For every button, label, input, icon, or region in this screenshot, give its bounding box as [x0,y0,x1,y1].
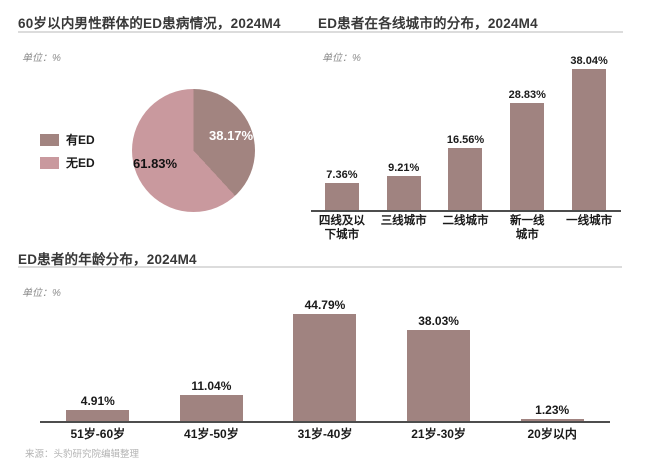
bar [510,102,545,210]
bar-value-label: 16.56% [446,134,485,147]
bar [386,175,421,210]
bar [572,68,607,210]
bar-column: 11.04% [155,298,269,422]
pie-chart [132,89,255,212]
pie-chart-title: 60岁以内男性群体的ED患病情况，2024M4 [18,16,281,31]
legend-swatch-light [40,156,59,169]
age-bar-chart: 4.91% 11.04% 44.79% 38.03% 1.23% [41,298,609,422]
bar-value-label: 44.79% [304,298,346,312]
bar [407,329,471,422]
bar-column: 16.56% [435,53,497,210]
bar-value-label: 1.23% [535,403,570,417]
age-chart-x-axis [40,421,610,423]
bar [520,419,584,422]
pie-slice-value-has-ed: 38.17% [209,128,254,143]
bar-value-label: 7.36% [326,168,358,181]
title-divider [18,266,622,268]
x-tick-label: 三线城市 [380,215,427,227]
bar-column: 9.21% [373,53,435,210]
unit-label-city: 单位：% [322,53,361,64]
bar-value-label: 28.83% [508,88,546,101]
pie-slice-value-no-ed: 61.83% [133,156,178,171]
city-bar-chart: 7.36% 9.21% 16.56% 28.83% 38.04% [311,53,620,210]
bar-column: 44.79% [268,298,382,422]
source-note: 来源：头豹研究院编辑整理 [25,449,140,460]
x-tick-label: 一线城市 [566,215,613,227]
bar [66,410,130,422]
pie-legend: 有ED 无ED [40,131,95,171]
bar-column: 28.83% [496,53,558,210]
unit-label-age: 单位：% [22,288,61,299]
legend-swatch-dark [40,133,59,146]
bar-value-label: 11.04% [191,379,232,394]
legend-item-has-ed: 有ED [40,131,95,148]
x-tick-label: 51岁-60岁 [70,427,126,441]
x-tick-label: 21岁-30岁 [411,427,466,441]
unit-label-pie: 单位：% [22,53,61,64]
bar [179,395,243,422]
legend-item-no-ed: 无ED [40,154,95,171]
bar-value-label: 9.21% [388,161,420,174]
city-chart-x-ticks: 四线及以 下城市 三线城市 二线城市 新一线 城市 一线城市 [311,215,620,243]
bar-column: 38.04% [558,53,620,210]
bar [448,148,483,210]
bar-column: 1.23% [495,298,609,422]
city-chart-title: ED患者在各线城市的分布，2024M4 [318,16,538,31]
bar-value-label: 38.04% [570,54,608,67]
bar-column: 7.36% [311,53,373,210]
x-tick-label: 二线城市 [442,215,489,227]
age-chart-x-ticks: 51岁-60岁 41岁-50岁 31岁-40岁 21岁-30岁 20岁以内 [41,427,609,441]
title-divider [18,31,623,33]
bar-value-label: 4.91% [80,394,115,409]
x-tick-label: 20岁以内 [527,427,577,441]
x-tick-label: 新一线 城市 [510,215,545,241]
bar-column: 4.91% [41,298,155,422]
age-chart-title: ED患者的年龄分布，2024M4 [18,252,197,267]
x-tick-label: 四线及以 下城市 [318,215,365,241]
x-tick-label: 41岁-50岁 [184,427,239,441]
bar-column: 38.03% [382,298,496,422]
x-tick-label: 31岁-40岁 [297,427,353,441]
bar-value-label: 38.03% [418,313,459,328]
city-chart-x-axis [311,210,621,212]
legend-label: 有ED [66,133,95,147]
bar [324,182,359,210]
legend-label: 无ED [66,156,95,170]
bar [293,314,357,422]
